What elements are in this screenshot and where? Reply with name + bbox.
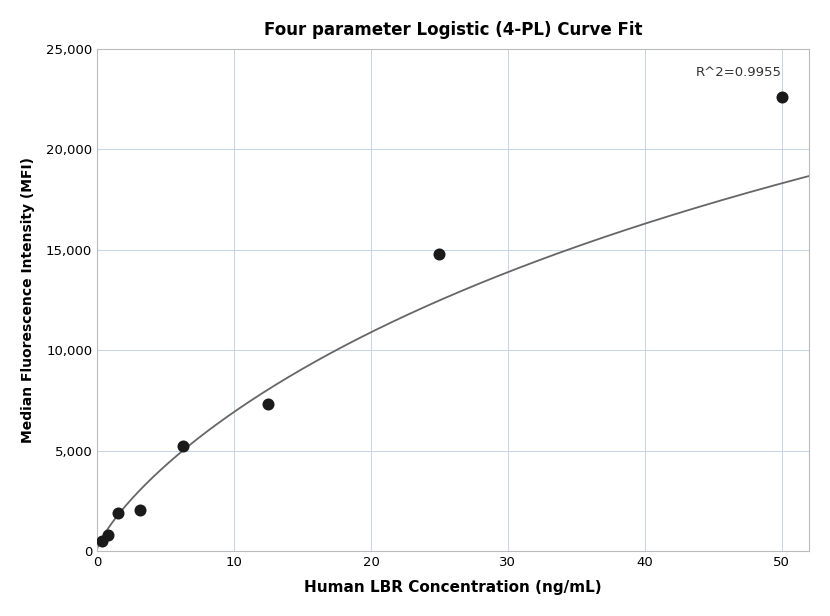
Point [775,92,788,102]
Point [112,508,125,518]
Point [95,536,109,546]
Point [176,440,189,450]
Point [261,400,275,410]
Title: Four parameter Logistic (4-PL) Curve Fit: Four parameter Logistic (4-PL) Curve Fit [264,21,642,39]
Point [134,505,147,515]
Point [101,530,115,540]
X-axis label: Human LBR Concentration (ng/mL): Human LBR Concentration (ng/mL) [305,580,602,595]
Text: R^2=0.9955: R^2=0.9955 [696,66,782,79]
Y-axis label: Median Fluorescence Intensity (MFI): Median Fluorescence Intensity (MFI) [21,157,35,443]
Point [432,249,446,259]
